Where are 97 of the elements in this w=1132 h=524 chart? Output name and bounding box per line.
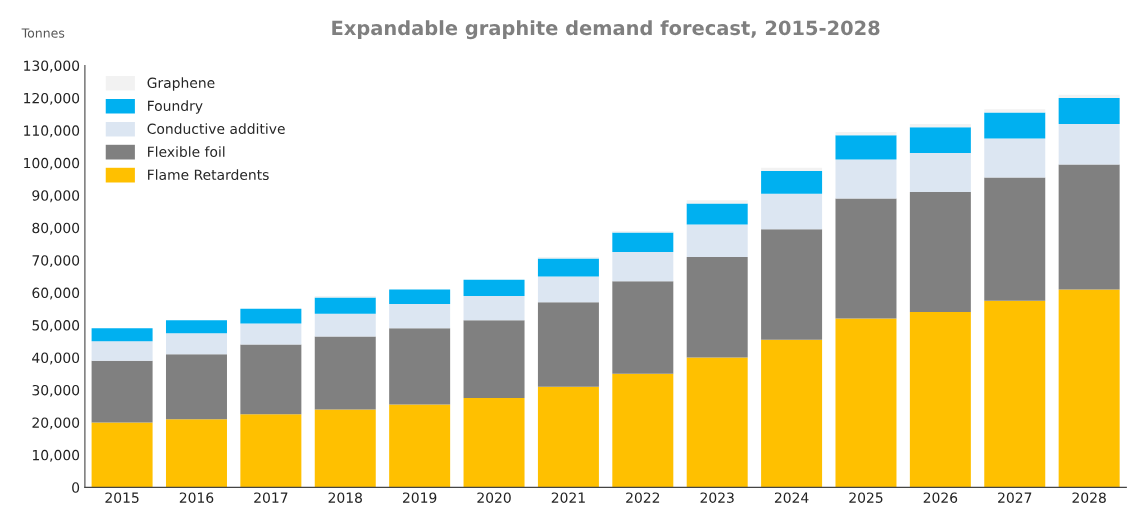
bar (909, 127, 971, 154)
bar (1058, 94, 1120, 98)
bar (835, 318, 897, 488)
bar (537, 302, 599, 387)
bar (240, 344, 302, 415)
legend-label: Graphene (147, 77, 215, 91)
x-tick-label: 2020 (477, 492, 511, 503)
bar (91, 341, 153, 361)
y-tick-label: 70,000 (32, 255, 80, 268)
x-tick-label: 2015 (105, 492, 139, 503)
y-tick-label: 120,000 (24, 92, 80, 105)
y-tick-label: 90,000 (32, 190, 80, 203)
x-tick-label: 2025 (849, 492, 883, 503)
bar (984, 138, 1046, 178)
bar (1058, 97, 1120, 124)
bar (909, 192, 971, 313)
bar (612, 373, 674, 488)
x-tick-label: 2018 (328, 492, 362, 503)
bar (463, 320, 525, 399)
bar (984, 109, 1046, 113)
bar (240, 308, 302, 324)
bar (240, 323, 302, 345)
y-tick-label: 30,000 (32, 384, 80, 397)
bar (909, 312, 971, 488)
bar (686, 224, 748, 257)
bar (909, 123, 971, 128)
bar (686, 357, 748, 488)
bar (314, 336, 376, 410)
bar (314, 313, 376, 337)
bar (537, 258, 599, 277)
y-tick-label: 0 (72, 482, 80, 493)
bar (463, 398, 525, 488)
bar (240, 414, 302, 488)
y-tick-label: 40,000 (32, 352, 80, 365)
bar (761, 339, 823, 488)
bar (165, 320, 227, 334)
x-tick-label: 2024 (774, 492, 809, 503)
bar (612, 232, 674, 253)
bar (91, 360, 153, 423)
x-tick-label: 2028 (1072, 492, 1106, 503)
bar (686, 200, 748, 204)
bar (909, 153, 971, 193)
bar (389, 303, 451, 329)
bar (314, 409, 376, 488)
bar (984, 112, 1046, 139)
y-tick-label: 50,000 (32, 320, 80, 332)
bar (537, 386, 599, 488)
y-tick-label: 20,000 (32, 417, 80, 430)
bar (835, 132, 897, 136)
chart-title: Expandable graphite demand forecast, 2015-2028 (332, 20, 880, 40)
bar (389, 404, 451, 488)
bar (389, 328, 451, 405)
bar (463, 279, 525, 296)
legend-label: Flame Retardents (148, 169, 269, 180)
bar (91, 328, 153, 342)
y-tick-label: 10,000 (32, 449, 80, 462)
y-tick-label: 80,000 (32, 222, 80, 235)
y-tick-label: 130,000 (24, 60, 80, 73)
y-tick-label: 60,000 (32, 287, 80, 300)
bar (314, 297, 376, 314)
legend-label: Conductive additive (147, 123, 285, 135)
x-tick-label: 2023 (700, 492, 734, 503)
bar (761, 170, 823, 194)
bar (612, 252, 674, 282)
bar (165, 419, 227, 488)
x-tick-label: 2019 (402, 492, 437, 503)
bar (761, 167, 823, 171)
x-tick-label: 2027 (998, 492, 1032, 503)
bar (984, 300, 1046, 488)
bar (463, 295, 525, 321)
bar (91, 422, 153, 488)
x-tick-label: 2021 (551, 492, 585, 503)
bar (761, 229, 823, 340)
bar (1058, 123, 1120, 165)
x-tick-label: 2017 (254, 492, 288, 503)
bar (835, 198, 897, 319)
bar (537, 276, 599, 303)
x-tick-label: 2026 (923, 492, 958, 503)
legend-label: Flexible foil (148, 146, 225, 158)
bar (984, 177, 1046, 301)
x-tick-label: 2022 (626, 492, 660, 503)
bar (686, 256, 748, 358)
y-tick-label: 110,000 (24, 125, 80, 138)
x-tick-label: 2016 (179, 492, 214, 503)
bar (835, 135, 897, 160)
bar (1058, 164, 1120, 290)
y-tick-label: 100,000 (24, 157, 80, 170)
bar (389, 289, 451, 304)
bar (612, 281, 674, 374)
bar (686, 203, 748, 225)
bar (761, 193, 823, 230)
legend-label: Foundry (148, 100, 203, 114)
bar (835, 159, 897, 199)
y-axis-title: Tonnes (21, 28, 65, 38)
bar (165, 354, 227, 420)
bar (165, 333, 227, 355)
bar (1058, 289, 1120, 488)
